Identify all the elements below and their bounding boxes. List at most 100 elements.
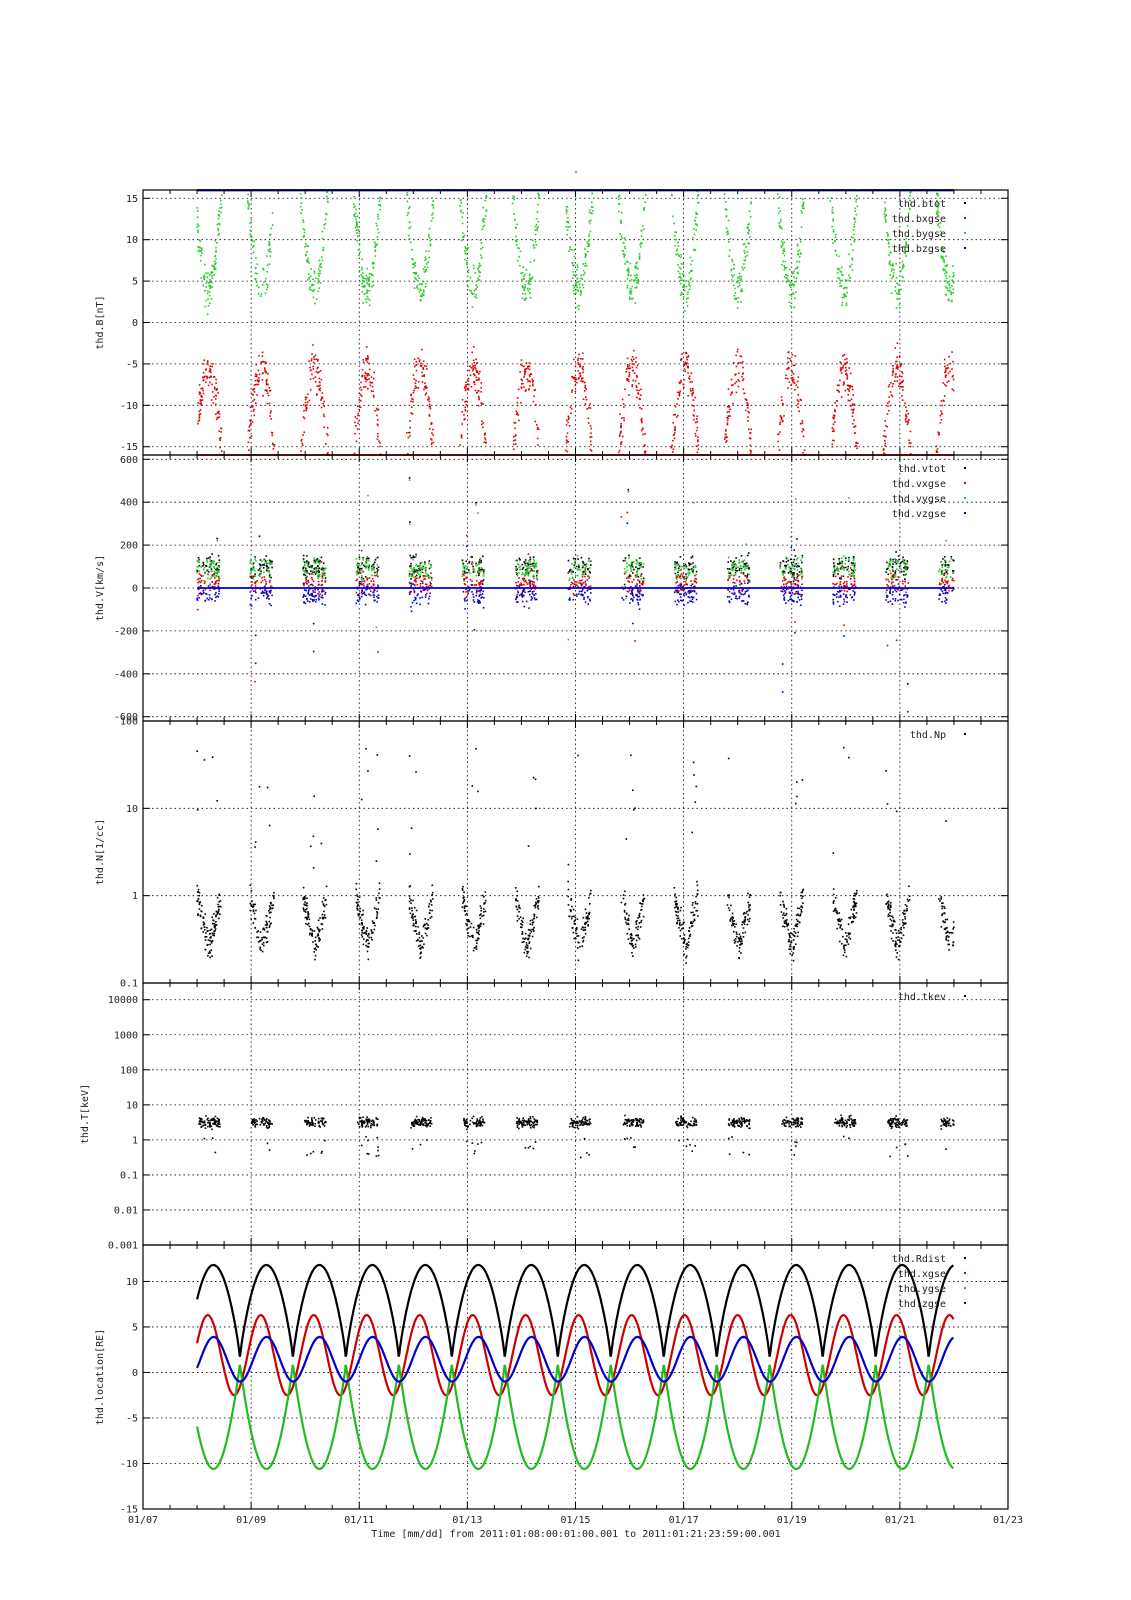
point-thd.bxgse [691,392,693,395]
point-thd.vtot [410,578,412,580]
point-thd.bygse [897,289,900,292]
point-thd.vzgse [795,590,797,593]
point-thd.vxgse [783,586,786,588]
point-thd.vtot [422,565,425,568]
point-thd.bxgse [589,407,592,409]
point-thd.vygse [411,573,413,575]
point-thd.vygse [941,569,944,572]
point-thd.bxgse [743,392,745,395]
point-thd.bxgse [628,373,631,376]
point-thd.bxgse [479,370,481,373]
point-thd.bxgse [635,386,638,389]
point-thd.vxgse [625,577,628,580]
point-thd.vtot [302,558,305,560]
point-thd.bxgse [268,386,271,389]
point-thd.vygse [424,567,427,570]
point-thd.bygse [368,279,371,281]
point-thd.vtot [468,561,470,564]
point-thd.vygse [734,565,736,568]
point-thd.vxgse [372,580,375,583]
point-thd.bxgse [209,365,212,367]
point-thd.vygse [361,569,363,572]
point-thd.vygse [254,575,256,578]
point-thd.bxgse [314,381,317,383]
point-thd.bygse [479,264,482,267]
point-thd.bxgse [842,355,844,357]
point-thd.vxgse [411,583,413,585]
point-thd.bxgse [728,405,730,407]
point-thd.vygse [745,543,747,546]
point-thd.vxgse [733,574,735,577]
point-thd.bygse [636,280,638,282]
point-thd.vtot [950,555,953,558]
point-thd.vtot [583,570,585,573]
point-thd.vtot [419,569,421,571]
point-thd.vtot [533,566,536,568]
point-thd.bygse [414,272,417,274]
point-thd.vxgse [943,585,945,588]
point-thd.bxgse [582,365,584,368]
point-thd.vygse [889,560,892,563]
point-thd.vxgse [482,579,484,582]
point-thd.bygse [248,205,250,207]
point-thd.vtot [531,563,534,565]
point-thd.vzgse [903,598,905,601]
point-thd.vygse [213,566,215,568]
point-thd.bygse [737,279,740,282]
point-thd.vxgse [889,572,892,575]
point-thd.vygse [894,558,896,560]
point-thd.vtot [215,562,218,565]
point-thd.vtot [367,566,370,569]
point-thd.bxgse [900,363,903,365]
point-thd.bxgse [952,360,954,363]
point-thd.bxgse [573,358,575,361]
point-thd.bygse [321,230,324,233]
point-thd.bxgse [424,382,426,384]
point-thd.vxgse [465,534,468,537]
point-thd.vygse [356,573,358,576]
point-thd.bygse [743,259,746,262]
point-thd.bxgse [843,382,845,385]
point-thd.bygse [255,281,258,283]
point-thd.bxgse [944,374,947,377]
point-thd.vxgse [583,586,585,588]
point-thd.bygse [365,301,368,303]
point-thd.vygse [526,572,529,575]
point-thd.bygse [740,278,743,280]
point-thd.bxgse [465,385,467,388]
point-thd.bxgse [526,366,529,368]
point-thd.vygse [746,567,748,569]
point-thd.vtot [690,568,693,570]
point-thd.bxgse [524,370,527,373]
point-thd.vygse [733,562,736,565]
point-thd.bygse [783,241,786,244]
point-thd.vxgse [794,584,797,586]
point-thd.vxgse [373,583,375,586]
point-thd.vygse [787,563,789,566]
point-thd.vzgse [357,600,360,603]
point-thd.bxgse [737,379,739,381]
point-thd.bxgse [856,442,859,445]
point-thd.bygse [485,195,488,197]
point-thd.vxgse [852,584,854,587]
point-thd.bygse [208,294,211,297]
point-thd.bxgse [422,360,425,363]
point-thd.bygse [634,274,636,277]
point-thd.vzgse [360,595,363,598]
point-thd.vtot [516,559,518,562]
point-thd.vygse [519,568,521,571]
point-thd.bxgse [631,360,634,362]
point-thd.vzgse [528,607,530,609]
point-thd.bygse [787,279,790,281]
point-thd.vygse [794,498,797,500]
legend-label: thd.bzgse [892,244,946,255]
point-thd.bygse [376,236,379,238]
point-thd.vxgse [677,590,679,592]
point-thd.bygse [529,273,531,276]
point-thd.bxgse [322,413,325,416]
point-thd.bxgse [891,374,894,376]
point-thd.vtot [832,573,835,576]
point-thd.bxgse [361,375,363,378]
point-thd.bygse [730,269,733,272]
point-thd.vygse [582,573,584,575]
